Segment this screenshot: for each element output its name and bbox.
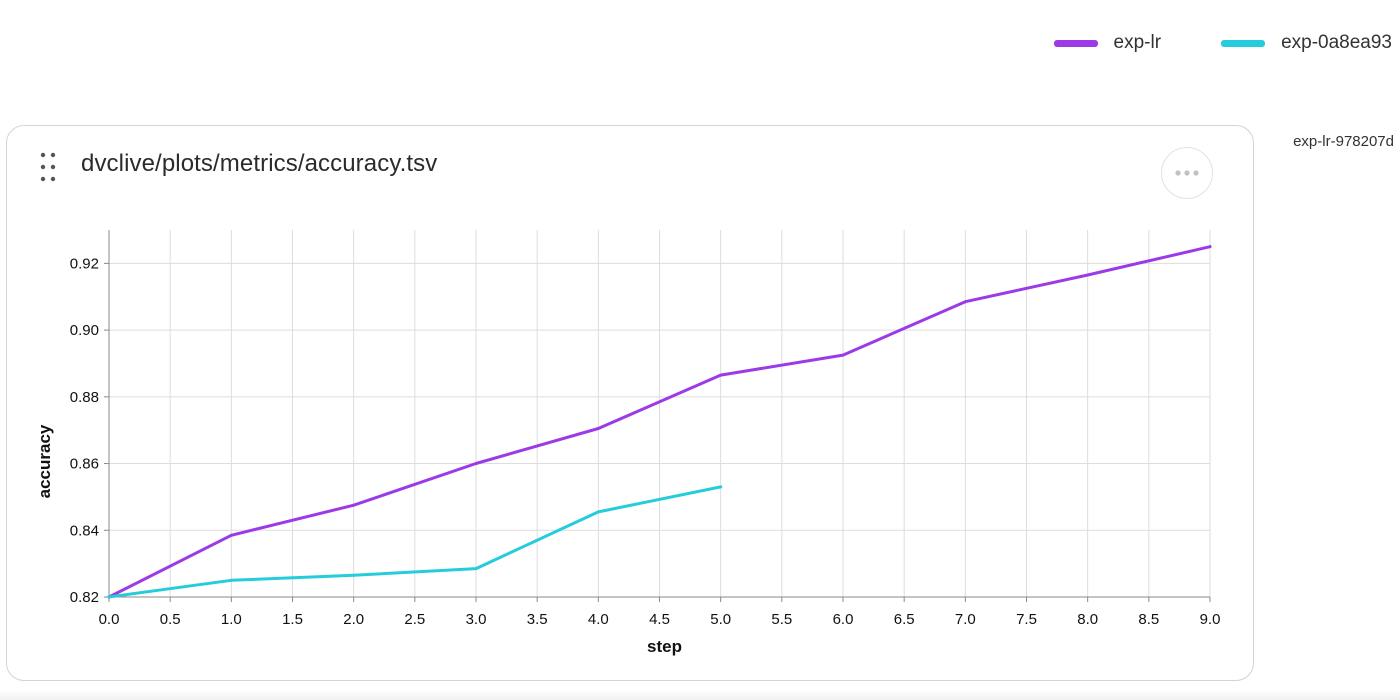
experiment-label: exp-lr-978207d [1293, 133, 1394, 150]
data-point [596, 427, 600, 431]
data-point [1086, 273, 1090, 277]
chart-legend: exp-lr exp-0a8ea93 [1053, 32, 1392, 54]
legend-label: exp-lr [1113, 32, 1162, 53]
legend-item[interactable]: exp-lr [1053, 32, 1162, 54]
x-tick-label: 6.5 [894, 611, 915, 628]
legend-label: exp-0a8ea93 [1281, 32, 1392, 53]
y-tick-label: 0.82 [70, 589, 99, 606]
data-point [107, 595, 111, 599]
bottom-edge [0, 690, 1400, 700]
legend-item[interactable]: exp-0a8ea93 [1221, 32, 1392, 54]
x-tick-label: 0.0 [99, 611, 120, 628]
data-point [229, 533, 233, 537]
legend-swatch [1221, 39, 1266, 47]
x-tick-label: 8.0 [1077, 611, 1098, 628]
x-tick-label: 2.5 [404, 611, 425, 628]
data-point [719, 485, 723, 489]
x-tick-label: 9.0 [1200, 611, 1221, 628]
y-tick-label: 0.88 [70, 389, 99, 406]
data-point [474, 462, 478, 466]
data-point [352, 573, 356, 577]
plot-title: dvclive/plots/metrics/accuracy.tsv [81, 150, 438, 177]
more-options-button[interactable] [1161, 147, 1213, 199]
x-tick-label: 4.0 [588, 611, 609, 628]
drag-handle-icon[interactable] [39, 151, 57, 183]
x-tick-label: 4.5 [649, 611, 670, 628]
x-tick-label: 6.0 [833, 611, 854, 628]
x-tick-label: 3.5 [527, 611, 548, 628]
x-tick-label: 7.5 [1016, 611, 1037, 628]
y-axis-title: accuracy [35, 424, 54, 498]
x-tick-label: 2.0 [343, 611, 364, 628]
plot-card: dvclive/plots/metrics/accuracy.tsv [6, 125, 1254, 681]
x-tick-label: 7.0 [955, 611, 976, 628]
x-tick-label: 3.0 [466, 611, 487, 628]
y-tick-label: 0.92 [70, 255, 99, 272]
x-tick-label: 0.5 [160, 611, 181, 628]
x-tick-label: 1.5 [282, 611, 303, 628]
x-axis-title: step [647, 637, 682, 656]
data-point [474, 567, 478, 571]
data-point [719, 373, 723, 377]
data-point [352, 503, 356, 507]
x-tick-label: 8.5 [1138, 611, 1159, 628]
data-point [596, 510, 600, 514]
data-point [229, 578, 233, 582]
x-tick-label: 5.0 [710, 611, 731, 628]
y-tick-label: 0.84 [70, 522, 99, 539]
y-tick-label: 0.90 [70, 322, 99, 339]
x-tick-label: 5.5 [771, 611, 792, 628]
x-tick-label: 1.0 [221, 611, 242, 628]
more-horizontal-icon [1175, 170, 1199, 176]
data-point [963, 300, 967, 304]
y-tick-label: 0.86 [70, 456, 99, 473]
data-point [841, 353, 845, 357]
series-line-exp-lr [107, 245, 1212, 599]
data-point [1208, 245, 1212, 249]
legend-swatch [1053, 39, 1098, 47]
series-line-exp-0a8ea93 [107, 485, 723, 599]
